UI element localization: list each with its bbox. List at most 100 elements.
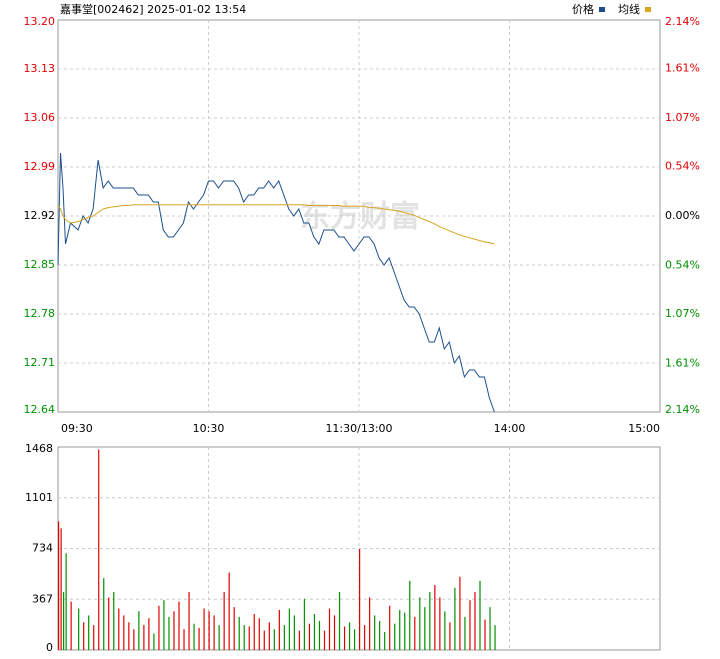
volume-bar [359,549,361,650]
volume-bar [318,620,321,650]
y2-tick-label: 1.61% [665,62,700,75]
volume-bar [178,601,180,650]
y2-tick-label: 1.61% [665,356,700,369]
volume-bar [70,601,72,650]
volume-bar [103,578,105,650]
volume-bar [333,615,336,650]
legend-label: 价格 [572,2,594,16]
volume-bar [228,572,230,650]
volume-bar [434,585,436,650]
chart-title: 嘉事堂[002462] 2025-01-02 13:54 [60,2,246,16]
volume-bar [148,618,150,650]
y-tick-label: 12.71 [24,356,56,369]
y2-tick-label: 2.14% [665,15,700,28]
volume-bar [208,611,210,650]
volume-bar [439,597,441,650]
y2-tick-label: 0.54% [665,258,700,271]
volume-bar [108,597,110,650]
price-line [57,152,495,413]
y2-tick-label: 2.14% [665,403,700,416]
volume-bar [323,630,326,650]
volume-bar [258,618,260,650]
volume-bar [158,605,160,650]
y-tick-label: 12.99 [24,160,56,173]
volume-bar [389,605,391,650]
volume-bar [123,615,125,650]
volume-bar [268,622,270,650]
volume-bar [113,591,115,650]
volume-bar [283,625,285,650]
volume-bar [153,633,155,650]
volume-bar [303,598,306,650]
x-tick-label: 10:30 [193,422,225,435]
volume-bar [494,625,496,650]
volume-bar [93,625,95,650]
volume-bar [424,607,426,650]
legend-swatch [599,7,605,12]
volume-bar [63,591,65,650]
volume-bar [459,576,461,650]
volume-bar [98,449,100,650]
price-line [57,204,495,245]
y-tick-label: 367 [32,592,53,605]
volume-bar [444,611,446,650]
volume-bar [138,611,140,650]
volume-bar [293,615,295,650]
volume-bar [379,620,381,650]
volume-bar [399,609,401,650]
volume-bar [188,591,190,650]
legend-swatch [645,7,651,12]
volume-bar [223,591,225,650]
volume-bar [273,629,275,650]
x-tick-label: 11:30/13:00 [325,422,392,435]
x-tick-label: 09:30 [61,422,93,435]
volume-bar [83,622,85,650]
y-tick-label: 0 [46,641,53,654]
volume-bar [409,580,411,650]
volume-bar [143,625,145,650]
volume-bar [348,622,351,650]
volume-bar [338,591,341,650]
volume-bar [419,597,421,650]
volume-bar [353,629,356,650]
volume-bar [118,608,120,650]
volume-bar [183,629,185,650]
volume-bar [253,614,255,650]
volume-bar [88,615,90,650]
y-tick-label: 12.92 [24,209,56,222]
volume-bar [133,629,135,650]
volume-bar [65,553,67,650]
y-tick-label: 13.13 [24,62,56,75]
volume-bar [479,580,481,650]
volume-bar [374,615,376,650]
volume-bar [60,528,62,650]
volume-bar [78,608,80,650]
volume-bar [414,616,416,650]
volume-bar [198,627,200,650]
y-tick-label: 12.78 [24,307,56,320]
volume-bar [263,630,265,650]
volume-bar [364,625,366,650]
volume-bar [474,591,476,650]
x-tick-label: 14:00 [494,422,526,435]
volume-bar [163,600,165,650]
volume-bar [308,623,311,650]
y-tick-label: 12.85 [24,258,56,271]
legend-label: 均线 [618,2,640,16]
y2-tick-label: 1.07% [665,307,700,320]
volume-bar [218,625,220,650]
volume-bar [454,587,456,650]
volume-bar [128,622,130,650]
volume-bar [343,626,346,650]
y-tick-label: 13.20 [24,15,56,28]
volume-bar [369,597,371,650]
y-tick-label: 734 [32,542,53,555]
volume-bar [58,521,60,650]
volume-bar [313,614,316,650]
y-tick-label: 12.64 [24,403,56,416]
volume-bar [464,616,466,650]
volume-bar [469,600,471,650]
y-tick-label: 1468 [25,442,53,455]
